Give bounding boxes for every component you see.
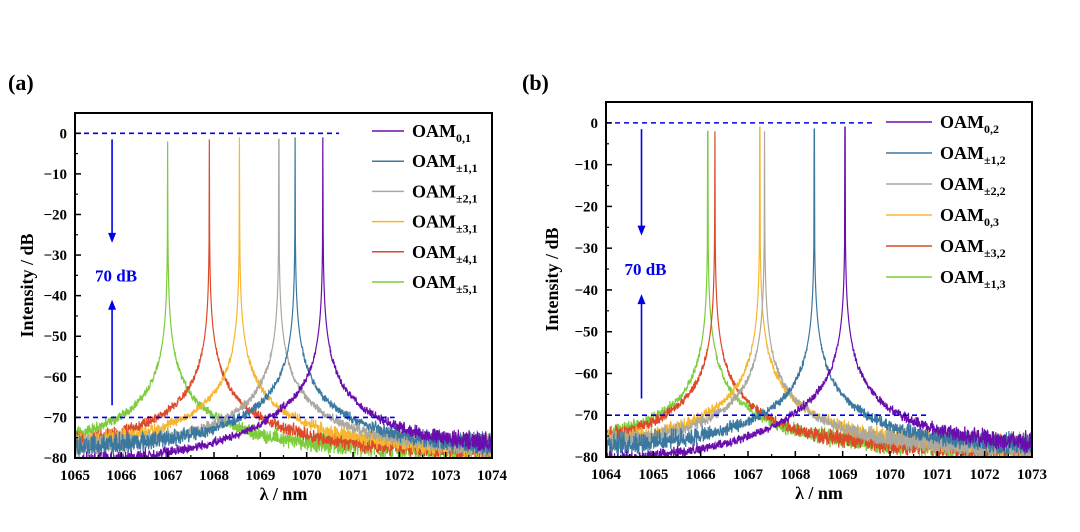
y-tick-label: −70 <box>574 408 598 424</box>
x-tick-label: 1071 <box>922 467 952 483</box>
x-tick-label: 1067 <box>153 468 184 484</box>
y-tick-label: −20 <box>574 199 598 215</box>
x-tick-label: 1066 <box>106 468 137 484</box>
x-tick-label: 1066 <box>686 467 717 483</box>
x-tick-label: 1074 <box>477 468 508 484</box>
y-axis-title: Intensity / dB <box>17 233 37 337</box>
y-tick-label: −70 <box>43 410 67 426</box>
legend-label-main: OAM <box>412 272 456 292</box>
y-tick-label: −30 <box>574 241 598 257</box>
x-tick-label: 1064 <box>591 467 622 483</box>
y-tick-label: −80 <box>574 450 598 466</box>
legend-label-main: OAM <box>412 212 456 232</box>
legend-label-subscript: ±2,1 <box>456 191 478 205</box>
y-tick-label: −60 <box>574 366 598 382</box>
legend-label-main: OAM <box>412 151 456 171</box>
x-tick-label: 1065 <box>638 467 668 483</box>
legend-label: OAM±2,2 <box>940 174 1006 198</box>
y-tick-label: 0 <box>591 116 599 132</box>
y-tick-label: −50 <box>574 325 598 341</box>
legend-label-main: OAM <box>412 121 456 141</box>
legend-label-main: OAM <box>940 112 984 132</box>
legend-label-subscript: ±5,1 <box>456 282 478 296</box>
x-tick-label: 1070 <box>292 468 322 484</box>
legend-label: OAM±1,3 <box>940 267 1006 291</box>
y-tick-label: −20 <box>43 207 67 223</box>
legend-label-main: OAM <box>940 143 984 163</box>
legend-label-subscript: ±1,1 <box>456 161 478 175</box>
y-axis-title: Intensity / dB <box>542 227 562 331</box>
legend-label: OAM±2,1 <box>412 181 478 205</box>
legend-label: OAM±1,1 <box>412 151 478 175</box>
legend-label-main: OAM <box>412 181 456 201</box>
legend-label-main: OAM <box>940 267 984 287</box>
legend-label-subscript: ±2,2 <box>984 184 1006 198</box>
x-axis-title: λ / nm <box>795 483 843 503</box>
x-tick-label: 1069 <box>245 468 275 484</box>
x-tick-label: 1072 <box>384 468 414 484</box>
legend-label: OAM±4,1 <box>412 242 478 266</box>
legend-label-subscript: ±1,2 <box>984 153 1006 167</box>
y-tick-label: −80 <box>43 451 67 467</box>
legend-label: OAM0,3 <box>940 205 999 229</box>
legend-label: OAM0,2 <box>940 112 999 136</box>
y-tick-label: −50 <box>43 329 67 345</box>
legend-label-subscript: ±1,3 <box>984 277 1006 291</box>
legend-label-main: OAM <box>940 236 984 256</box>
series-line-0-1 <box>75 137 492 458</box>
x-tick-label: 1072 <box>970 467 1000 483</box>
series-line-0-2 <box>606 126 1032 457</box>
arrow-up-head-icon <box>637 294 646 305</box>
series-line-pm3-1 <box>75 137 492 458</box>
legend-label: OAM±3,2 <box>940 236 1006 260</box>
annotation-70db: 70 dB <box>95 266 137 285</box>
legend-label-subscript: ±4,1 <box>456 252 478 266</box>
y-tick-label: −40 <box>43 289 67 305</box>
legend-label: OAM0,1 <box>412 121 471 145</box>
legend-label-main: OAM <box>412 242 456 262</box>
y-tick-label: 0 <box>60 126 68 142</box>
x-tick-label: 1073 <box>1017 467 1047 483</box>
legend-label: OAM±1,2 <box>940 143 1006 167</box>
panel-label: (b) <box>522 70 549 95</box>
arrow-down-head-icon <box>108 232 117 243</box>
arrow-up-head-icon <box>108 299 117 310</box>
x-tick-label: 1069 <box>828 467 858 483</box>
legend-label-subscript: ±3,1 <box>456 222 478 236</box>
y-tick-label: −40 <box>574 283 598 299</box>
panel-label: (a) <box>8 70 34 95</box>
legend-label-subscript: 0,3 <box>984 215 999 229</box>
y-tick-label: −10 <box>574 158 598 174</box>
x-tick-label: 1067 <box>733 467 764 483</box>
legend-label: OAM±5,1 <box>412 272 478 296</box>
legend-label-main: OAM <box>940 174 984 194</box>
legend-label-subscript: 0,1 <box>456 131 471 145</box>
y-tick-label: −30 <box>43 248 67 264</box>
x-tick-label: 1071 <box>338 468 368 484</box>
x-tick-label: 1073 <box>431 468 461 484</box>
legend-label: OAM±3,1 <box>412 212 478 236</box>
arrow-down-head-icon <box>637 225 646 236</box>
y-tick-label: −10 <box>43 167 67 183</box>
panel-a: (a) 70 dB 1065 1066 1067 1068 1069 1070 1071 1072… <box>8 70 508 504</box>
x-tick-label: 1070 <box>875 467 905 483</box>
panel-b: (b) 70 dB 1064 1065 1066 1067 1068 1069 1070 1071… <box>522 70 1047 503</box>
annotation-70db: 70 dB <box>624 260 666 279</box>
legend-label-subscript: 0,2 <box>984 122 999 136</box>
x-tick-label: 1065 <box>60 468 90 484</box>
legend: OAM0,1OAM±1,1OAM±2,1OAM±3,1OAM±4,1OAM±5,… <box>372 121 478 296</box>
x-tick-label: 1068 <box>199 468 229 484</box>
legend-label-subscript: ±3,2 <box>984 246 1006 260</box>
y-tick-label: −60 <box>43 370 67 386</box>
x-tick-label: 1068 <box>780 467 810 483</box>
plot-area <box>606 126 1032 457</box>
legend-label-main: OAM <box>940 205 984 225</box>
plot-area <box>75 137 492 458</box>
x-axis-title: λ / nm <box>260 484 308 504</box>
